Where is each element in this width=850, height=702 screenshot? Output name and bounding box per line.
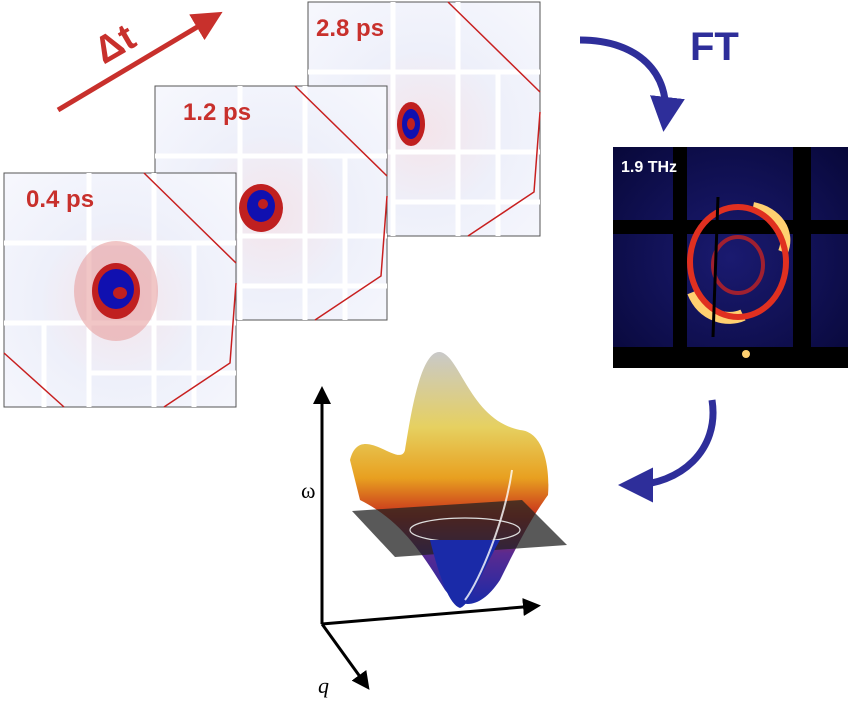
panel-label: 0.4 ps [26,186,94,213]
time-arrow [56,11,223,113]
panel: 1.2 ps [155,86,387,320]
dispersion-surface [350,351,567,608]
frequency-label: 1.9 THz [621,159,677,176]
panel-label: 1.2 ps [183,99,251,126]
panel-label: 2.8 ps [316,15,384,42]
dispersion-arrow [618,399,717,503]
panel: 2.8 ps [308,2,540,236]
ft-arrow [579,36,685,132]
frequency-panel: 1.9 THz [613,147,848,368]
x-axis [320,623,370,690]
x-axis-label: q [318,673,329,698]
ft-label: FT [690,25,739,69]
z-axis [321,598,541,626]
panel: 0.4 ps [4,173,236,407]
y-axis-label: ω [301,478,315,503]
